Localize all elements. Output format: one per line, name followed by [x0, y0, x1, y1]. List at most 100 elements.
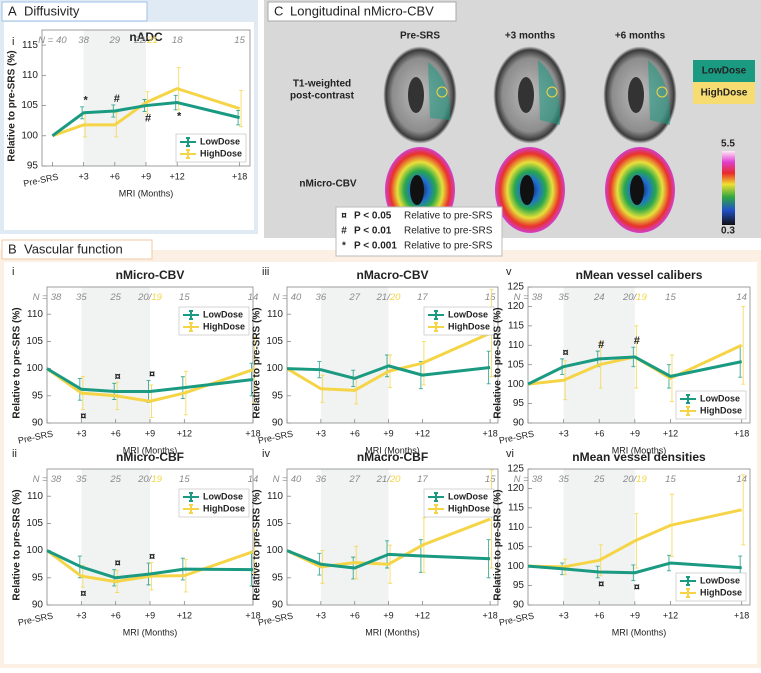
n-low: 38	[532, 474, 543, 485]
significance-symbol: *	[342, 241, 346, 252]
legend-label: HighDose	[700, 587, 742, 597]
n-label: N =	[33, 474, 49, 485]
x-tick-label: +3	[316, 610, 326, 620]
x-tick-label: +18	[245, 610, 260, 620]
n-low: 14	[736, 292, 747, 303]
n-separator: /	[633, 474, 638, 485]
n-count: 14	[248, 474, 259, 485]
x-tick-label: +9	[383, 428, 393, 438]
n-label: N =	[38, 35, 54, 46]
significance-text: Relative to pre-SRS	[404, 226, 493, 237]
n-count: 14	[736, 292, 747, 303]
y-tick-label: 105	[266, 336, 283, 347]
highlight-band	[81, 287, 150, 423]
highlight-band	[83, 30, 146, 166]
cbv-image	[605, 147, 675, 233]
legend-label: HighDose	[203, 321, 245, 331]
x-tick-label: +12	[415, 610, 430, 620]
series-line	[46, 549, 254, 580]
chart-title: nMacro-CBF	[357, 450, 428, 464]
legend-label: HighDose	[448, 321, 490, 331]
n-count: 22/21	[133, 35, 158, 46]
chart-title: nMean vessel densities	[572, 450, 706, 464]
n-count: 15	[179, 292, 190, 303]
n-count: N = 40	[273, 474, 302, 485]
n-low: 18	[172, 35, 183, 46]
n-count: 35	[558, 474, 569, 485]
x-tick-label: +18	[232, 171, 247, 181]
significance-p: P < 0.01	[354, 226, 392, 237]
subpanel-label: ii	[12, 448, 17, 460]
n-separator: /	[386, 474, 391, 485]
highlight-band	[563, 287, 635, 423]
subpanel-label: v	[506, 266, 512, 278]
error-bar	[741, 474, 746, 546]
n-separator: /	[148, 292, 153, 303]
n-label: N =	[273, 292, 289, 303]
significance-marker: ¤	[80, 588, 86, 600]
n-low: 15	[179, 292, 190, 303]
significance-marker: ¤	[80, 410, 86, 422]
y-tick-label: 110	[267, 309, 283, 320]
y-tick-label: 95	[513, 580, 525, 591]
error-bar	[252, 336, 257, 403]
legend-label: HighDose	[448, 503, 490, 513]
series-line	[286, 549, 491, 570]
t1-image	[493, 46, 567, 144]
significance-p: P < 0.001	[354, 241, 397, 252]
y-tick-label: 100	[21, 130, 38, 141]
y-tick-label: 90	[272, 418, 284, 429]
panel-letter: A	[8, 3, 17, 18]
n-count: 21/20	[376, 474, 402, 485]
n-low: 35	[76, 474, 87, 485]
n-low: 20	[622, 292, 634, 303]
panel-title: Longitudinal nMicro-CBV	[290, 3, 434, 18]
significance-marker: ¤	[563, 347, 569, 359]
x-tick-label: +9	[145, 610, 155, 620]
x-tick-label: +12	[415, 428, 430, 438]
series-line	[46, 367, 254, 393]
highlight-band	[563, 469, 635, 605]
x-tick-label: +6	[111, 428, 121, 438]
chart-title: nMicro-CBV	[116, 268, 185, 282]
legend-swatch	[428, 492, 444, 502]
x-axis-label: MRI (Months)	[123, 627, 178, 637]
n-label: N =	[514, 474, 530, 485]
y-tick-label: 100	[507, 561, 524, 572]
panel-title: Diffusivity	[24, 3, 80, 18]
x-tick-label: +3	[76, 610, 86, 620]
significance-text: Relative to pre-SRS	[404, 241, 493, 252]
y-tick-label: 95	[27, 161, 39, 172]
n-count: 29	[109, 35, 121, 46]
n-high: 19	[151, 474, 162, 485]
colorbar-max: 5.5	[721, 139, 735, 150]
y-tick-label: 115	[508, 320, 524, 331]
legend-label: LowDose	[448, 491, 488, 501]
y-tick-label: 95	[32, 390, 44, 401]
n-count: 17	[417, 292, 428, 303]
legend-label: LowDose	[702, 66, 747, 77]
n-count: 21/20	[376, 292, 402, 303]
error-bar	[741, 305, 746, 385]
significance-legend	[335, 206, 503, 257]
n-count: N = 40	[273, 292, 302, 303]
legend-label: LowDose	[203, 491, 243, 501]
legend-swatch	[428, 504, 444, 514]
y-tick-label: 105	[507, 541, 524, 552]
n-low: 36	[316, 292, 327, 303]
significance-marker: #	[598, 339, 604, 351]
n-low: 35	[76, 292, 87, 303]
plot-frame	[527, 286, 751, 424]
x-tick-label: +6	[350, 428, 360, 438]
subpanel-label: i	[12, 266, 14, 278]
n-high: 20	[389, 292, 401, 303]
n-low: 40	[291, 292, 302, 303]
n-low: 29	[109, 35, 121, 46]
x-tick-label: +6	[594, 428, 604, 438]
colorbar	[722, 151, 735, 225]
n-count: 15	[485, 292, 496, 303]
y-tick-label: 90	[272, 600, 284, 611]
x-tick-label: +9	[630, 610, 640, 620]
